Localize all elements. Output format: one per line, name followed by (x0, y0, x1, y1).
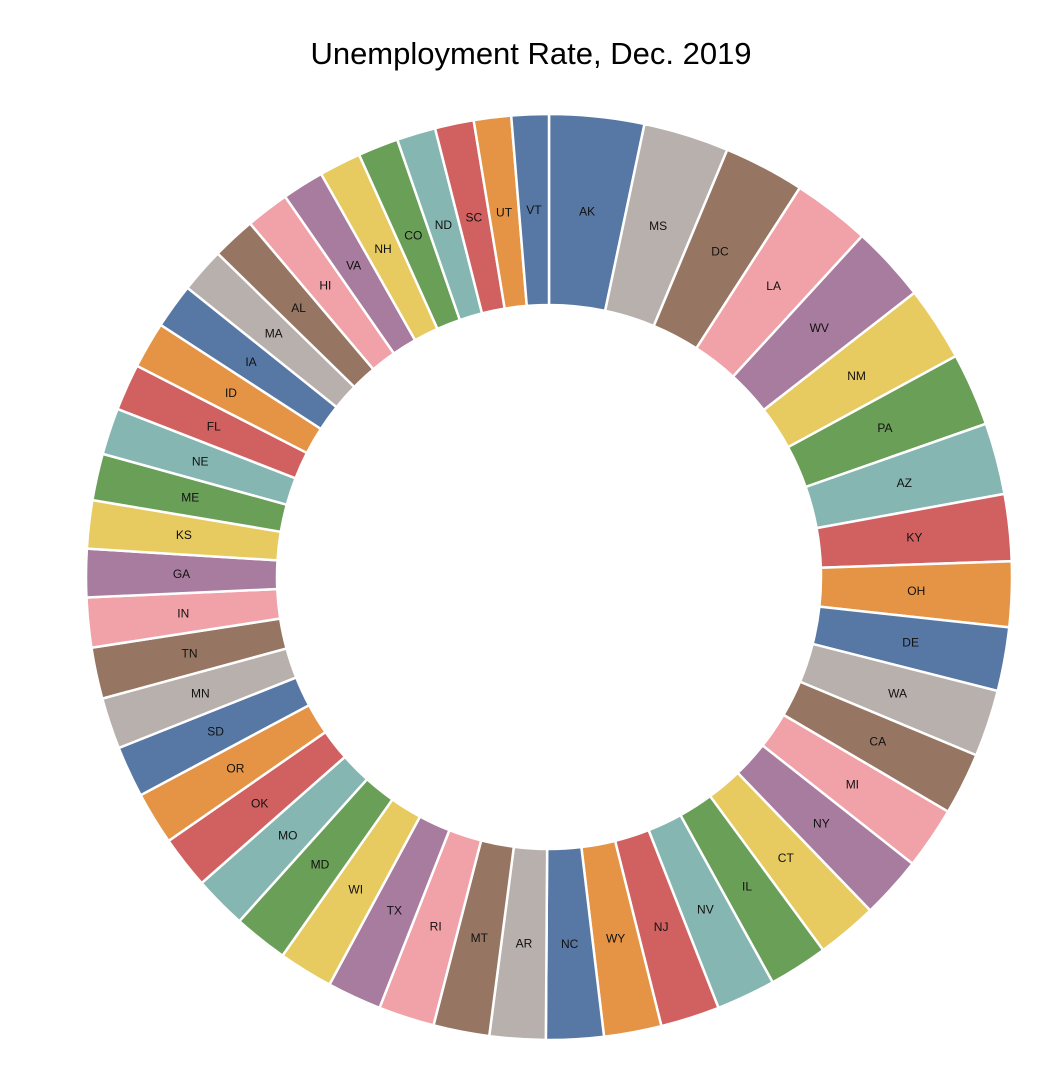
slice-vt (509, 112, 551, 308)
slice-label-mn: MN (191, 686, 210, 700)
slice-label-dc: DC (711, 245, 729, 259)
slice-label-hi: HI (319, 278, 331, 292)
slice-label-id: ID (225, 386, 237, 400)
slice-label-ca: CA (869, 734, 886, 748)
slice-label-nc: NC (561, 937, 579, 951)
slice-label-sc: SC (465, 210, 482, 224)
slice-label-ga: GA (173, 567, 190, 581)
slice-label-va: VA (346, 259, 361, 273)
slice-label-mo: MO (278, 829, 297, 843)
slice-label-az: AZ (897, 476, 912, 490)
slice-label-ia: IA (245, 355, 256, 369)
slice-label-la: LA (766, 279, 781, 293)
slice-label-nd: ND (435, 218, 453, 232)
slice-label-ct: CT (778, 851, 795, 865)
slice-label-nm: NM (847, 369, 866, 383)
slice-label-ok: OK (251, 797, 268, 811)
slice-label-ak: AK (579, 204, 595, 218)
slice-label-mi: MI (846, 777, 859, 791)
chart-title: Unemployment Rate, Dec. 2019 (310, 36, 752, 71)
slice-label-sd: SD (207, 725, 224, 739)
slice-label-oh: OH (907, 584, 925, 598)
slice-label-co: CO (404, 228, 422, 242)
slice-label-md: MD (311, 857, 330, 871)
slice-label-in: IN (177, 606, 189, 620)
slice-label-mt: MT (471, 931, 489, 945)
slice-label-il: IL (742, 880, 752, 894)
slice-label-fl: FL (207, 419, 221, 433)
slice-label-wa: WA (888, 686, 907, 700)
slice-label-ma: MA (265, 327, 283, 341)
slice-label-wv: WV (810, 321, 829, 335)
slice-label-de: DE (902, 635, 919, 649)
slice-label-ms: MS (649, 219, 667, 233)
slice-label-nv: NV (697, 903, 714, 917)
slice-label-ne: NE (192, 454, 209, 468)
slice-label-ar: AR (516, 937, 533, 951)
slice-label-al: AL (291, 301, 306, 315)
slice-label-tx: TX (387, 903, 402, 917)
slice-label-vt: VT (526, 203, 542, 217)
slice-label-nj: NJ (654, 920, 669, 934)
slice-label-tn: TN (182, 646, 198, 660)
slice-label-nh: NH (374, 242, 391, 256)
slice-label-ny: NY (813, 817, 830, 831)
slice-label-ut: UT (496, 205, 513, 219)
slice-label-me: ME (181, 490, 199, 504)
slice-label-or: OR (226, 762, 244, 776)
slice-label-ri: RI (430, 920, 442, 934)
slice-label-wi: WI (348, 883, 363, 897)
slice-label-ks: KS (176, 528, 192, 542)
slice-label-ky: KY (906, 531, 922, 545)
slice-label-wy: WY (606, 931, 625, 945)
slice-label-pa: PA (877, 421, 892, 435)
